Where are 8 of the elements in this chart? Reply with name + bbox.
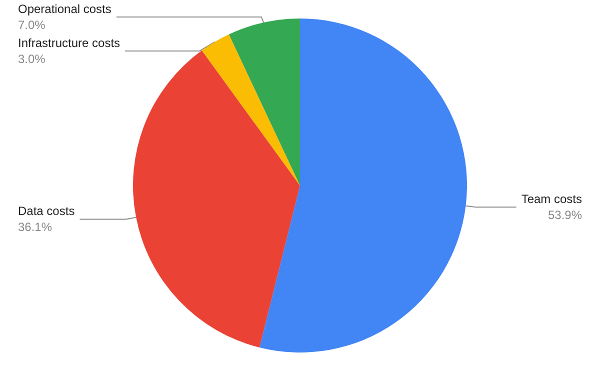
slice-label: Team costs [521, 192, 582, 206]
slice-label: Data costs [18, 204, 75, 218]
slice-label: Operational costs [18, 2, 112, 16]
data-label: 7.0% [18, 18, 46, 32]
data-label: 3.0% [18, 52, 46, 66]
data-label: 36.1% [18, 220, 52, 234]
slice-label: Infrastructure costs [18, 36, 120, 50]
data-label: 53.9% [548, 208, 582, 222]
